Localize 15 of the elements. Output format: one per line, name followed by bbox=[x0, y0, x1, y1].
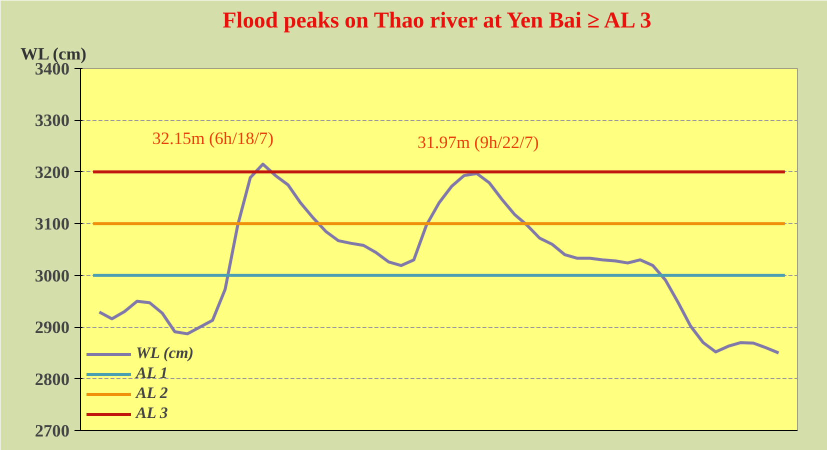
y-tick-label: 2900 bbox=[34, 318, 70, 338]
y-tick-label: 3200 bbox=[34, 162, 70, 182]
legend-label: AL 3 bbox=[136, 405, 168, 423]
annotation: 31.97m (9h/22/7) bbox=[417, 132, 540, 152]
y-tick-label: 2700 bbox=[34, 422, 70, 440]
y-tick-label: 3300 bbox=[34, 111, 70, 130]
y-tick-label: 3000 bbox=[34, 266, 70, 286]
legend-label: AL 2 bbox=[136, 385, 168, 403]
legend-label: WL (cm) bbox=[136, 345, 194, 363]
y-tick-label: 3100 bbox=[34, 214, 70, 234]
y-axis-title: WL (cm) bbox=[20, 44, 87, 64]
annotation: 32.15m (6h/18/7) bbox=[152, 129, 274, 148]
chart-title: Flood peaks on Thao river at Yen Bai ≥ AL 3 bbox=[222, 8, 652, 32]
legend-label: AL 1 bbox=[136, 365, 168, 383]
y-tick-label: 2800 bbox=[34, 370, 70, 389]
